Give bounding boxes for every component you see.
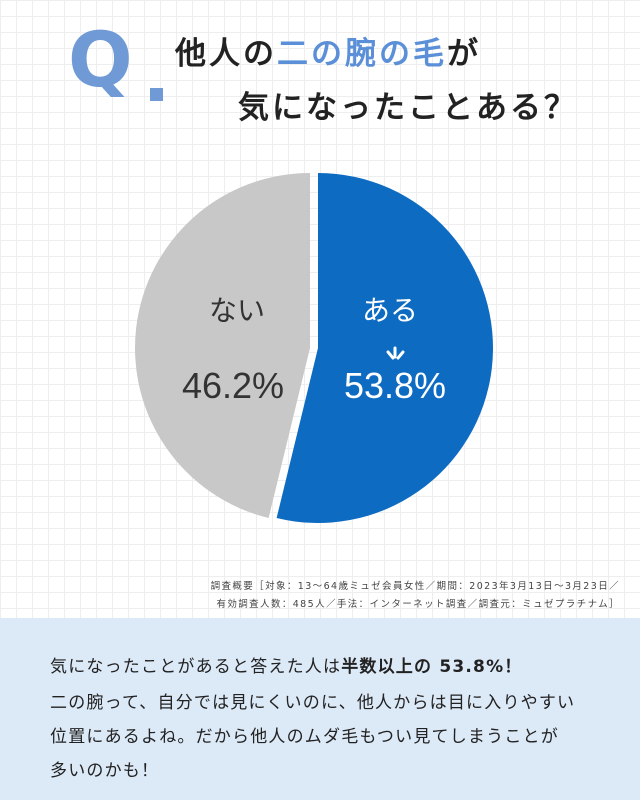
comment-line1-text: 気になったことがあると答えた人は xyxy=(50,657,342,677)
slice-label-no: ない xyxy=(209,294,265,327)
comment-line2: 二の腕って、自分では見にくいのに、他人からは目に入りやすい xyxy=(50,693,576,713)
title-pre: 他人の xyxy=(175,36,277,72)
title-post: が xyxy=(447,36,481,72)
comment-line4: 多いのかも！ xyxy=(50,761,160,781)
pie-chart: ある 53.8% ない 46.2% xyxy=(134,173,493,523)
title-highlight: 二の腕の毛 xyxy=(277,36,447,72)
survey-note-line1: 調査概要［対象：13～64歳ミュゼ会員女性／期間：2023年3月13日～3月23… xyxy=(210,581,620,592)
pie-slice-no xyxy=(134,173,310,519)
q-mark: Q xyxy=(68,15,133,104)
comment-line3: 位置にあるよね。だから他人のムダ毛もつい見てしまうことが xyxy=(50,727,559,747)
comment-panel xyxy=(0,618,640,800)
question-title-line1: 他人の二の腕の毛が xyxy=(175,28,481,73)
survey-note-line2: 有効調査人数：485人／手法：インターネット調査／調査元：ミュゼプラチナム］ xyxy=(216,599,620,610)
comment-line1-emphasis: 半数以上の 53.8%！ xyxy=(341,657,523,677)
question-title-line2: 気になったことある？ xyxy=(238,90,578,126)
slice-label-yes: ある xyxy=(362,294,418,327)
pie-slice-yes xyxy=(276,173,493,523)
slice-value-no: 46.2% xyxy=(182,365,284,406)
comment-line1: 気になったことがあると答えた人は半数以上の 53.8%！ xyxy=(50,652,523,677)
q-dot xyxy=(150,88,163,101)
emphasis-mark-icon xyxy=(386,346,405,360)
slice-value-yes: 53.8% xyxy=(344,365,446,406)
